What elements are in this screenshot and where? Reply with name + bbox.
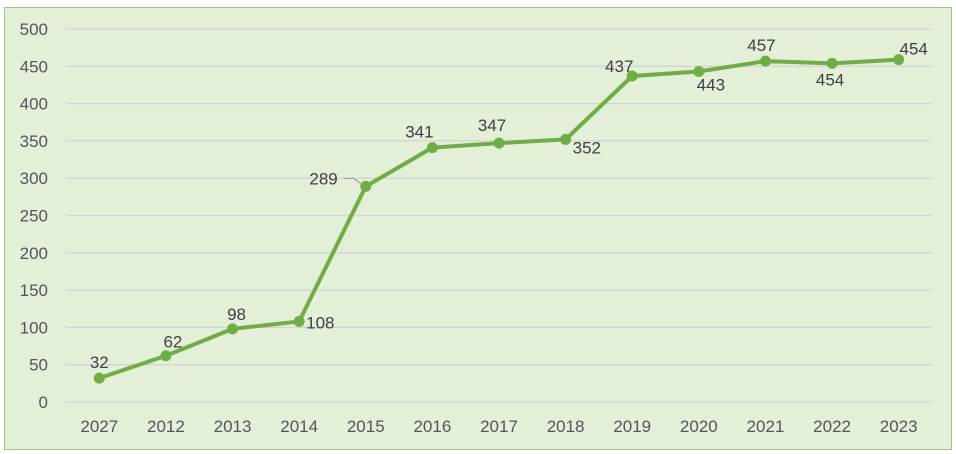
y-tick-label: 0 bbox=[39, 393, 48, 412]
x-tick-label: 2014 bbox=[280, 417, 318, 436]
data-point bbox=[227, 323, 239, 335]
label-leader-line bbox=[343, 177, 362, 184]
data-label: 454 bbox=[816, 70, 844, 89]
y-axis-ticks: 0 50 100 150 200 250 300 350 400 450 500 bbox=[20, 20, 48, 412]
data-label: 108 bbox=[306, 313, 334, 332]
x-tick-label: 2017 bbox=[480, 417, 518, 436]
x-tick-label: 2021 bbox=[747, 417, 785, 436]
x-tick-label: 2016 bbox=[413, 417, 451, 436]
x-tick-label: 2015 bbox=[347, 417, 385, 436]
gridlines bbox=[66, 28, 932, 403]
data-label: 443 bbox=[697, 76, 725, 95]
data-label: 289 bbox=[309, 169, 337, 188]
y-tick-label: 400 bbox=[20, 95, 48, 114]
data-point bbox=[893, 54, 905, 66]
series-line bbox=[97, 57, 901, 381]
data-label: 32 bbox=[90, 353, 109, 372]
data-point bbox=[293, 315, 305, 327]
x-tick-label: 2023 bbox=[880, 417, 918, 436]
data-label: 341 bbox=[405, 123, 433, 142]
data-point bbox=[160, 350, 172, 362]
y-tick-label: 100 bbox=[20, 318, 48, 337]
y-tick-label: 200 bbox=[20, 244, 48, 263]
data-point bbox=[693, 66, 705, 78]
x-tick-label: 2019 bbox=[613, 417, 651, 436]
x-tick-label: 2013 bbox=[214, 417, 252, 436]
data-label: 352 bbox=[573, 138, 601, 157]
data-label: 454 bbox=[900, 40, 928, 59]
data-label: 347 bbox=[478, 116, 506, 135]
x-tick-label: 2012 bbox=[147, 417, 185, 436]
data-point bbox=[93, 372, 105, 384]
data-label: 98 bbox=[227, 305, 246, 324]
data-point bbox=[493, 137, 505, 149]
y-tick-label: 250 bbox=[20, 207, 48, 226]
y-tick-label: 450 bbox=[20, 57, 48, 76]
y-tick-label: 150 bbox=[20, 281, 48, 300]
data-points bbox=[93, 54, 905, 384]
data-label: 437 bbox=[605, 57, 633, 76]
data-labels: 32 62 98 108 289 341 347 352 437 443 457 454 454 bbox=[90, 36, 928, 372]
x-tick-label: 2022 bbox=[813, 417, 851, 436]
x-axis-ticks: 2027 2012 2013 2014 2015 2016 2017 2018 2019 2020… bbox=[80, 417, 917, 436]
y-tick-label: 50 bbox=[29, 356, 48, 375]
data-label: 457 bbox=[747, 36, 775, 55]
x-tick-label: 2018 bbox=[547, 417, 585, 436]
x-tick-label: 2020 bbox=[680, 417, 718, 436]
data-point bbox=[560, 133, 572, 145]
data-point bbox=[360, 180, 372, 192]
data-point bbox=[759, 55, 771, 67]
data-label: 62 bbox=[163, 333, 182, 352]
data-point bbox=[826, 57, 838, 69]
y-tick-label: 300 bbox=[20, 169, 48, 188]
y-tick-label: 350 bbox=[20, 132, 48, 151]
x-tick-label: 2027 bbox=[80, 417, 118, 436]
chart-area bbox=[4, 7, 952, 450]
data-point bbox=[426, 142, 438, 154]
data-point bbox=[626, 70, 638, 82]
y-tick-label: 500 bbox=[20, 20, 48, 39]
